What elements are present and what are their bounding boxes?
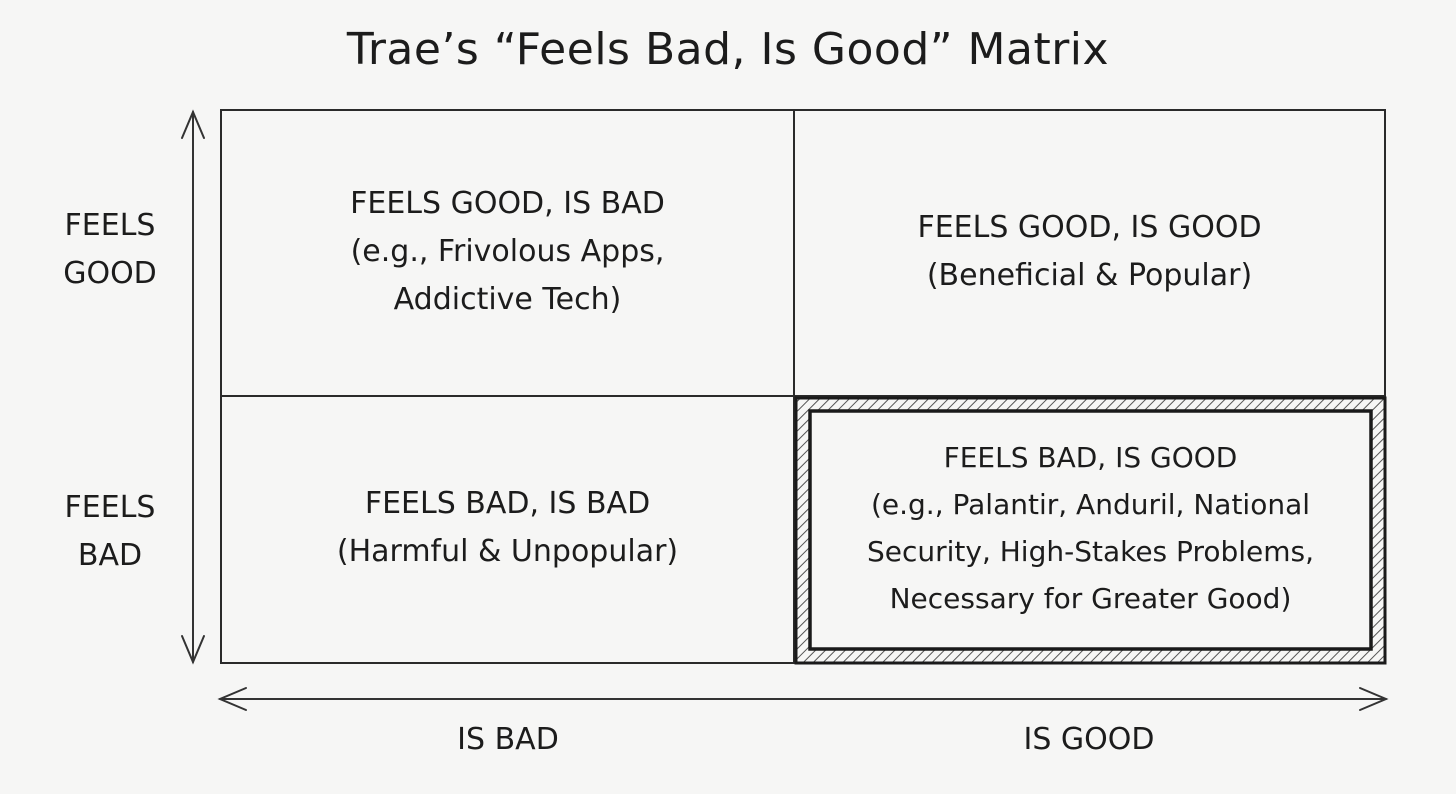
quadrant-heading: FEELS GOOD, IS GOOD	[917, 210, 1262, 245]
quadrant-detail: (Beneficial & Popular)	[926, 258, 1253, 293]
quadrant-feels-bad-is-bad: FEELS BAD, IS BAD (Harmful & Unpopular)	[221, 480, 794, 576]
quadrant-heading: FEELS BAD, IS GOOD	[943, 441, 1238, 474]
quadrant-detail: (e.g., Frivolous Apps,	[350, 234, 665, 269]
x-axis-label-is-bad: IS BAD	[457, 722, 559, 757]
quadrant-feels-bad-is-good: FEELS BAD, IS GOOD (e.g., Palantir, Andu…	[810, 434, 1371, 622]
y-axis-arrow	[181, 109, 205, 665]
quadrant-detail: Necessary for Greater Good)	[889, 582, 1292, 615]
quadrant-detail: Security, High-Stakes Problems,	[866, 535, 1315, 568]
highlight-frame	[794, 396, 1387, 665]
quadrant-heading: FEELS GOOD, IS BAD	[350, 186, 665, 221]
quadrant-feels-good-is-good: FEELS GOOD, IS GOOD (Beneficial & Popula…	[794, 204, 1385, 300]
y-axis-label-feels-good: FEELS GOOD	[63, 208, 157, 291]
quadrant-detail: (Harmful & Unpopular)	[336, 534, 679, 569]
quadrant-detail: (e.g., Palantir, Anduril, National	[870, 488, 1311, 521]
quadrant-heading: FEELS BAD, IS BAD	[364, 486, 651, 521]
y-axis-label-feels-bad: FEELS BAD	[64, 490, 156, 573]
matrix-title: Trae’s “Feels Bad, Is Good” Matrix	[346, 24, 1110, 75]
quadrant-detail: Addictive Tech)	[393, 282, 622, 317]
x-axis-label-is-good: IS GOOD	[1023, 722, 1155, 757]
quadrant-feels-good-is-bad: FEELS GOOD, IS BAD (e.g., Frivolous Apps…	[221, 180, 794, 324]
x-axis-arrow	[217, 687, 1389, 711]
